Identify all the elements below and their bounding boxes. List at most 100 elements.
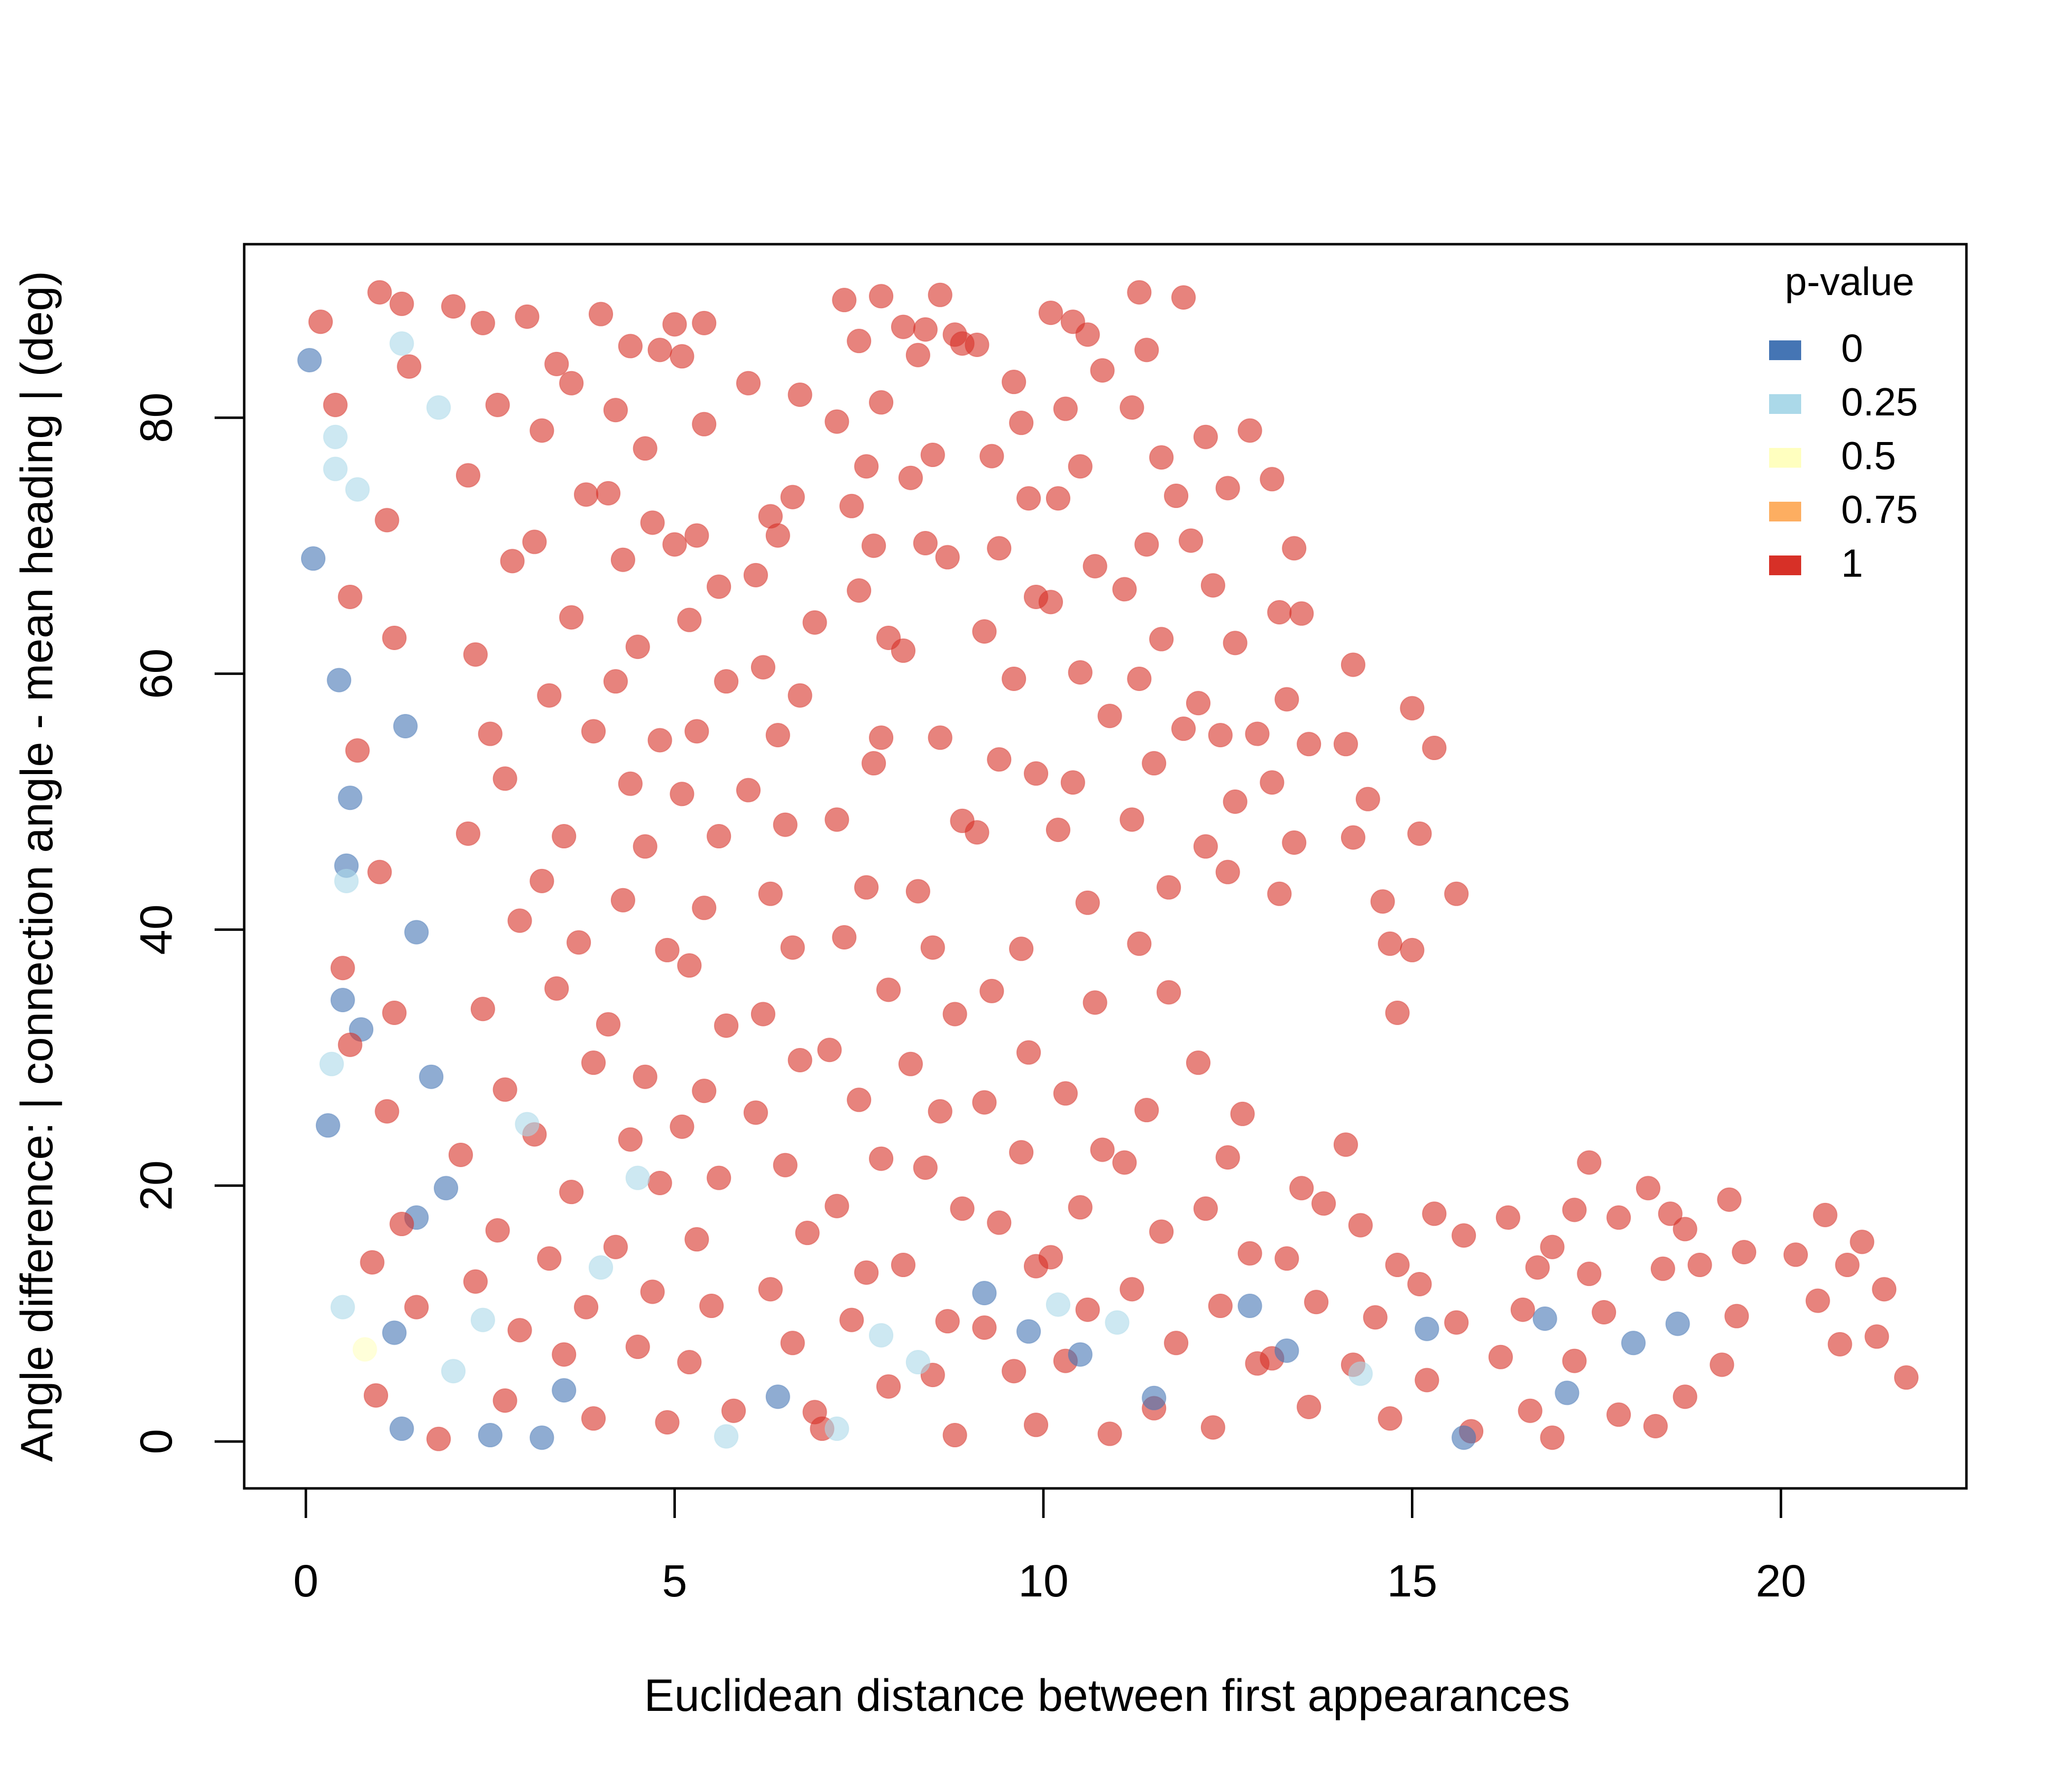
data-point — [485, 1218, 510, 1243]
data-point — [987, 536, 1012, 561]
data-point — [300, 546, 326, 571]
data-point — [692, 310, 717, 335]
data-point — [1274, 1246, 1299, 1271]
data-point — [529, 418, 555, 443]
data-point — [1495, 1205, 1520, 1230]
legend-label: 0.25 — [1841, 380, 1918, 424]
data-point — [920, 443, 945, 468]
data-point — [455, 821, 481, 846]
data-point — [1193, 834, 1218, 859]
data-point — [1009, 410, 1034, 436]
data-point — [1289, 1176, 1314, 1201]
data-point — [1400, 937, 1425, 962]
data-point — [1805, 1288, 1830, 1313]
data-point — [1068, 1195, 1093, 1220]
data-point — [1672, 1217, 1698, 1242]
data-point — [927, 1099, 953, 1124]
data-point — [1068, 660, 1093, 685]
data-point — [847, 1087, 872, 1112]
data-point — [470, 310, 495, 335]
data-point — [876, 977, 901, 1002]
data-point — [869, 284, 894, 309]
data-point — [618, 771, 643, 796]
data-point — [1001, 370, 1027, 395]
data-point — [1119, 807, 1145, 832]
data-point — [1142, 751, 1167, 776]
data-point — [581, 1406, 606, 1431]
data-point — [854, 1260, 879, 1285]
data-point — [787, 683, 813, 708]
data-point — [780, 935, 805, 960]
data-point — [308, 309, 333, 334]
data-point — [1134, 337, 1159, 363]
data-point — [1179, 528, 1203, 553]
data-point — [1827, 1332, 1852, 1357]
data-point — [297, 348, 322, 373]
data-point — [964, 332, 990, 357]
data-point — [382, 1320, 407, 1345]
data-point — [1562, 1348, 1587, 1373]
data-point — [913, 1155, 938, 1180]
data-point — [463, 1269, 488, 1294]
data-point — [824, 1416, 850, 1442]
y-tick-label: 60 — [131, 648, 182, 699]
data-point — [979, 978, 1004, 1003]
data-point — [750, 1001, 776, 1027]
legend: p-value 0 0.25 0.5 0.75 1 — [1769, 259, 1918, 585]
data-point — [1296, 732, 1322, 757]
data-point — [1127, 931, 1152, 956]
data-point — [847, 578, 872, 603]
data-point — [706, 1165, 732, 1190]
data-point — [323, 424, 348, 449]
data-point — [736, 370, 761, 396]
data-point — [1112, 577, 1137, 602]
data-point — [1488, 1344, 1513, 1369]
data-point — [669, 344, 695, 369]
data-point — [765, 523, 790, 548]
legend-swatch — [1769, 448, 1801, 468]
data-point — [1282, 536, 1307, 561]
legend-swatch — [1769, 555, 1801, 575]
data-point — [1732, 1240, 1757, 1265]
data-point — [1444, 881, 1469, 906]
data-point — [1082, 554, 1108, 579]
data-point — [1864, 1324, 1889, 1349]
data-point — [1724, 1303, 1749, 1329]
data-point — [374, 508, 400, 533]
x-axis-label: Euclidean distance between first appeara… — [644, 1670, 1570, 1721]
data-point — [625, 1165, 650, 1190]
data-point — [1665, 1311, 1690, 1336]
data-point — [1200, 573, 1225, 598]
data-point — [890, 638, 916, 663]
data-point — [515, 1111, 540, 1137]
data-point — [1156, 875, 1182, 900]
data-point — [485, 392, 510, 417]
data-point — [1038, 590, 1063, 615]
data-point — [913, 317, 938, 342]
data-point — [1377, 931, 1403, 956]
data-point — [1333, 732, 1358, 757]
data-point — [1024, 761, 1049, 786]
data-point — [898, 465, 923, 490]
data-point — [1510, 1297, 1535, 1322]
data-point — [537, 683, 562, 708]
data-point — [1237, 418, 1262, 443]
data-point — [1650, 1256, 1675, 1281]
data-point — [529, 1425, 555, 1450]
data-point — [1127, 666, 1152, 691]
data-point — [773, 812, 798, 837]
data-point — [367, 280, 392, 305]
data-point — [780, 1331, 805, 1356]
data-point — [1090, 1137, 1115, 1162]
legend-label: 0.5 — [1841, 434, 1896, 478]
data-point — [1540, 1234, 1565, 1259]
plot-frame — [243, 243, 1968, 1490]
data-point — [714, 1424, 739, 1449]
data-point — [632, 1064, 658, 1089]
data-point — [1422, 736, 1447, 761]
data-point — [522, 529, 547, 555]
data-point — [1282, 830, 1307, 855]
data-point — [1245, 721, 1270, 746]
data-point — [832, 925, 857, 950]
data-point — [426, 395, 451, 420]
